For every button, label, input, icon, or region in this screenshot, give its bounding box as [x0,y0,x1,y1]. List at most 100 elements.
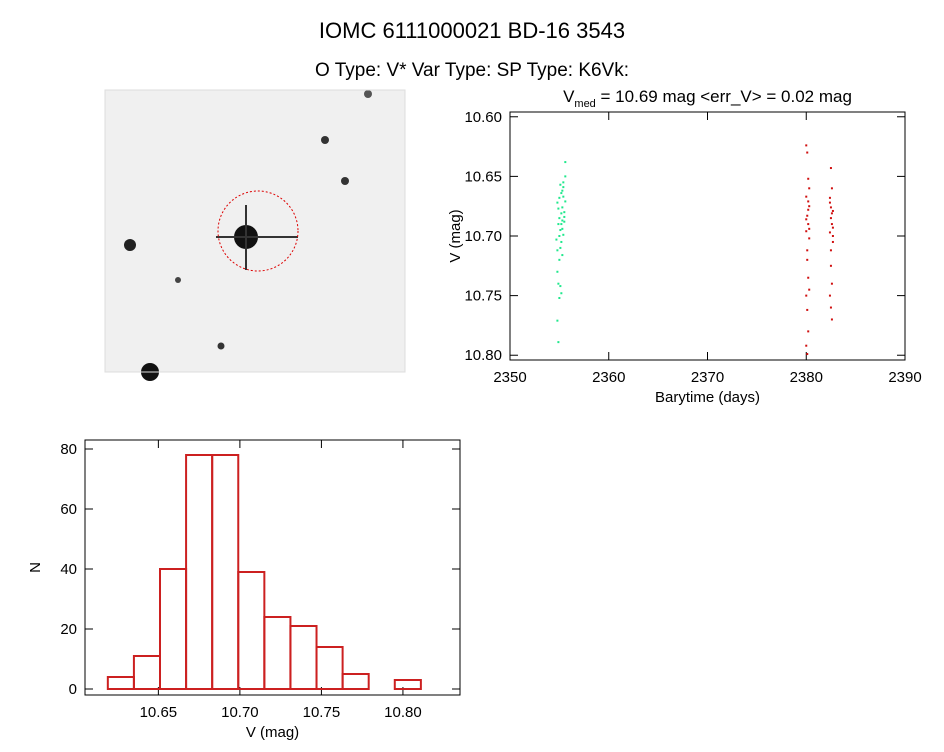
data-point [560,223,563,226]
histogram-bar [393,679,422,690]
x-axis-label: V (mag) [246,724,299,741]
data-point [564,200,567,203]
data-point [559,246,562,249]
data-point [560,240,563,243]
x-tick-label: 10.70 [221,704,259,721]
data-point [829,206,832,209]
data-point [557,207,560,210]
data-point [557,223,560,226]
data-point [564,175,567,178]
data-point [806,249,809,252]
data-point [830,187,833,190]
data-point [829,306,832,309]
data-point [807,223,810,226]
data-point [831,209,834,212]
x-tick-label: 2390 [888,369,921,386]
data-point [806,258,809,261]
y-tick-label: 10.65 [464,168,502,185]
data-point [562,195,565,198]
data-point [829,167,832,170]
data-point [829,217,832,220]
data-point [558,196,561,199]
y-tick-label: 10.80 [464,347,502,364]
x-tick-label: 10.75 [303,704,341,721]
x-tick-label: 2370 [691,369,724,386]
y-tick-label: 20 [60,621,77,638]
data-point [564,161,567,164]
data-point [561,227,564,230]
data-point [561,189,564,192]
data-point [830,318,833,321]
data-point [828,294,831,297]
y-tick-label: 60 [60,501,77,518]
plot-title-part: med [574,98,595,110]
x-tick-label: 2350 [493,369,526,386]
data-point [556,270,559,273]
data-point [558,258,561,261]
data-point [807,330,810,333]
data-point [805,144,808,147]
x-tick-label: 2360 [592,369,625,386]
data-point [556,319,559,322]
data-point [559,229,562,232]
data-point [558,297,561,299]
x-tick-label: 10.80 [384,704,422,721]
data-point [558,217,561,220]
data-point [562,181,565,184]
data-point [561,206,564,209]
data-point [562,233,565,236]
data-point [558,235,561,237]
y-axis-label: V (mag) [447,209,464,262]
data-point [829,249,832,252]
plot-frame [84,439,461,696]
data-point [807,200,810,203]
plot-title: Vmed = 10.69 mag <err_V> = 0.02 mag [563,87,852,110]
data-point [805,344,808,347]
data-point [555,238,558,241]
data-point [556,201,559,204]
x-tick-label: 10.65 [140,704,178,721]
data-point [563,220,566,223]
subtitle: O Type: V* Var Type: SP Type: K6Vk: [315,60,629,81]
plot-title-part: = 10.69 mag <err_V> = 0.02 mag [596,87,852,106]
data-point [561,254,564,257]
data-point [828,231,831,234]
data-point [808,227,811,230]
y-tick-label: 80 [60,441,77,458]
data-point [830,223,833,226]
data-point [563,211,566,214]
data-point [562,186,565,189]
data-point [806,151,809,154]
data-point [560,292,563,295]
data-point [805,294,808,297]
data-point [828,201,831,204]
data-point [808,237,811,240]
y-tick-label: 10.75 [464,288,502,305]
y-axis-label: N [27,562,44,573]
data-point [805,230,808,233]
data-point [828,196,831,199]
y-tick-label: 10.60 [464,109,502,126]
data-point [830,282,833,285]
data-point [556,249,559,252]
data-point [563,215,566,218]
data-point [559,285,562,288]
data-point [560,212,563,215]
star-image [104,89,406,381]
data-point [806,308,809,311]
data-point [805,195,808,198]
data-point [807,177,810,180]
y-tick-label: 10.70 [464,228,502,245]
y-tick-label: 0 [69,681,77,698]
data-point [808,205,811,208]
data-point [829,264,832,267]
title: IOMC 6111000021 BD-16 3543 [319,18,625,43]
data-point [831,226,834,229]
data-point [806,353,809,356]
data-point [830,212,833,215]
y-tick-label: 40 [60,561,77,578]
data-point [807,276,810,279]
data-point [560,192,563,195]
data-point [805,218,808,221]
